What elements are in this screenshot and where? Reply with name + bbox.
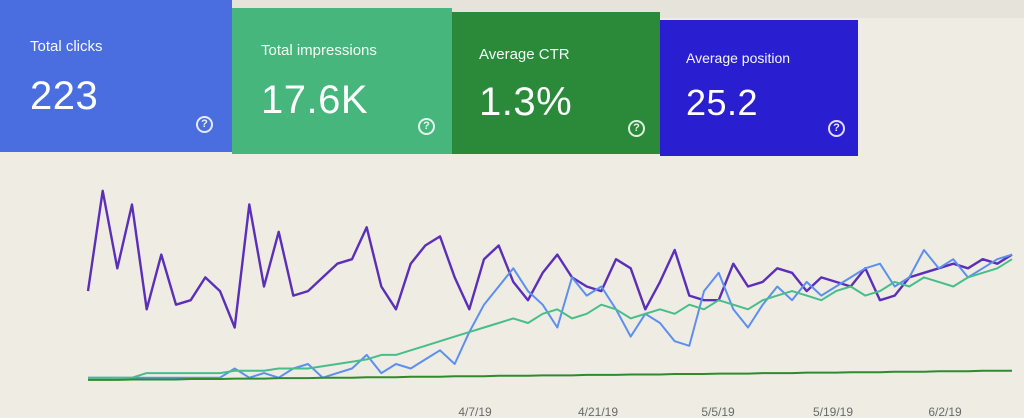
x-tick-label: 4/7/19 [458, 405, 492, 418]
total-impressions-label: Total impressions [261, 42, 377, 59]
help-icon[interactable]: ? [196, 116, 213, 133]
x-tick-label: 5/5/19 [701, 405, 735, 418]
series-line-3 [88, 258, 1013, 379]
total-clicks-value: 223 [30, 74, 99, 118]
average-ctr-value: 1.3% [479, 80, 573, 124]
chart-lines [86, 189, 1013, 381]
average-ctr-label: Average CTR [479, 46, 570, 63]
metric-cards: Total clicks 223 ? Total impressions 17.… [0, 0, 1024, 160]
series-line-2 [88, 249, 1013, 379]
total-clicks-label: Total clicks [30, 38, 103, 55]
x-axis-ticks: 4/7/19 4/21/19 5/5/19 5/19/19 6/2/19 [458, 405, 962, 418]
average-position-card[interactable]: Average position 25.2 ? [660, 20, 858, 156]
total-clicks-card[interactable]: Total clicks 223 ? [0, 0, 232, 152]
x-tick-label: 4/21/19 [578, 405, 618, 418]
help-icon[interactable]: ? [418, 118, 435, 135]
series-line-1 [86, 189, 1013, 329]
x-tick-label: 5/19/19 [813, 405, 853, 418]
average-position-label: Average position [686, 50, 791, 66]
help-icon[interactable]: ? [828, 120, 845, 137]
average-ctr-card[interactable]: Average CTR 1.3% ? [452, 12, 660, 154]
total-impressions-value: 17.6K [261, 78, 369, 122]
series-line-4 [88, 369, 1012, 381]
x-tick-label: 6/2/19 [928, 405, 962, 418]
performance-line-chart[interactable]: 4/7/19 4/21/19 5/5/19 5/19/19 6/2/19 [0, 160, 1024, 418]
average-position-value: 25.2 [686, 82, 759, 123]
help-icon[interactable]: ? [628, 120, 645, 137]
total-impressions-card[interactable]: Total impressions 17.6K ? [232, 8, 452, 154]
